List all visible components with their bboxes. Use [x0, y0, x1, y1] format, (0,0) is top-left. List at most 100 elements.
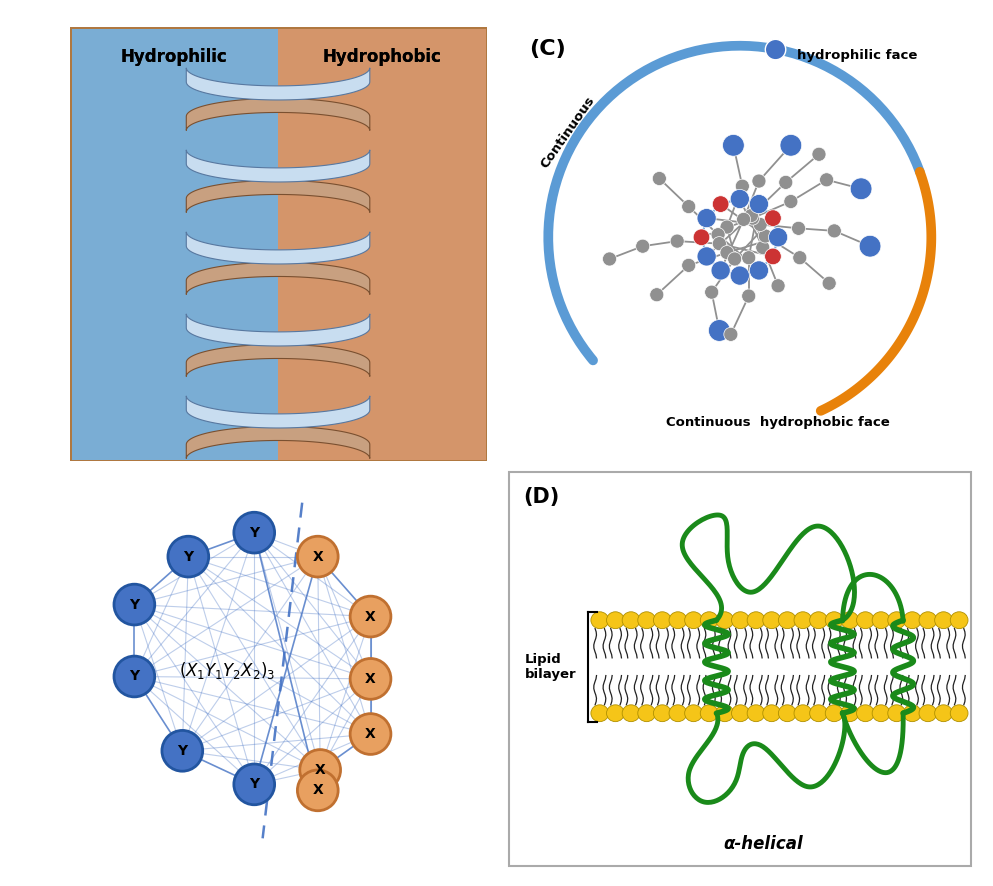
Circle shape — [794, 612, 811, 629]
Polygon shape — [187, 314, 369, 346]
Circle shape — [711, 228, 725, 242]
Circle shape — [684, 705, 702, 721]
Circle shape — [351, 713, 391, 754]
Circle shape — [351, 596, 391, 637]
Circle shape — [724, 327, 738, 341]
Circle shape — [827, 224, 841, 238]
Polygon shape — [187, 68, 369, 100]
Circle shape — [351, 658, 391, 699]
Circle shape — [638, 612, 655, 629]
Circle shape — [623, 705, 639, 721]
Circle shape — [636, 239, 649, 253]
Polygon shape — [187, 98, 369, 130]
Circle shape — [114, 584, 155, 625]
Polygon shape — [187, 232, 369, 264]
Circle shape — [766, 39, 785, 59]
Circle shape — [623, 612, 639, 629]
Circle shape — [792, 251, 807, 265]
Circle shape — [822, 276, 836, 291]
Circle shape — [904, 612, 922, 629]
Circle shape — [754, 217, 768, 231]
Circle shape — [841, 705, 859, 721]
Circle shape — [780, 135, 801, 156]
Circle shape — [697, 208, 716, 228]
Circle shape — [791, 222, 805, 236]
Circle shape — [730, 266, 750, 285]
Text: Lipid
bilayer: Lipid bilayer — [525, 653, 577, 680]
Text: Y: Y — [178, 744, 188, 758]
Circle shape — [607, 705, 625, 721]
Circle shape — [669, 705, 687, 721]
Circle shape — [765, 248, 781, 265]
Circle shape — [670, 234, 684, 248]
Circle shape — [742, 289, 756, 303]
Bar — [70, 27, 278, 461]
Circle shape — [720, 220, 734, 234]
Circle shape — [681, 259, 696, 272]
Circle shape — [750, 260, 769, 280]
Circle shape — [765, 210, 781, 227]
Circle shape — [603, 252, 617, 266]
Circle shape — [737, 213, 751, 227]
Circle shape — [809, 612, 827, 629]
Circle shape — [857, 705, 874, 721]
Text: Hydrophobic: Hydrophobic — [323, 49, 442, 66]
Circle shape — [763, 705, 780, 721]
Circle shape — [716, 612, 734, 629]
Circle shape — [763, 612, 780, 629]
Circle shape — [812, 147, 826, 161]
Circle shape — [809, 705, 827, 721]
Circle shape — [234, 764, 275, 804]
Circle shape — [735, 179, 750, 193]
Text: Y: Y — [129, 670, 139, 683]
Circle shape — [746, 211, 760, 225]
Text: Continuous: Continuous — [538, 94, 597, 171]
Circle shape — [712, 237, 726, 251]
Circle shape — [794, 705, 811, 721]
Circle shape — [732, 612, 750, 629]
Text: α-helical: α-helical — [723, 835, 803, 853]
Circle shape — [888, 705, 906, 721]
Circle shape — [747, 612, 765, 629]
Circle shape — [700, 612, 718, 629]
Circle shape — [653, 612, 671, 629]
Circle shape — [950, 612, 968, 629]
Text: hydrophilic face: hydrophilic face — [797, 50, 918, 62]
Circle shape — [705, 285, 719, 299]
Text: X: X — [315, 763, 326, 777]
Circle shape — [162, 730, 203, 771]
Circle shape — [859, 236, 881, 257]
Text: X: X — [365, 727, 376, 741]
Circle shape — [720, 245, 734, 260]
Circle shape — [693, 229, 710, 245]
Circle shape — [669, 612, 687, 629]
Circle shape — [652, 172, 666, 185]
Polygon shape — [187, 396, 369, 428]
Circle shape — [872, 705, 890, 721]
Circle shape — [700, 705, 718, 721]
Circle shape — [681, 199, 696, 214]
Circle shape — [591, 612, 609, 629]
Text: X: X — [365, 610, 376, 624]
Circle shape — [783, 195, 798, 208]
Circle shape — [712, 196, 729, 213]
Circle shape — [728, 252, 742, 266]
Circle shape — [934, 705, 952, 721]
Circle shape — [716, 705, 734, 721]
Circle shape — [857, 612, 874, 629]
Circle shape — [723, 135, 745, 156]
Circle shape — [825, 612, 843, 629]
Circle shape — [747, 705, 765, 721]
Circle shape — [779, 612, 796, 629]
Circle shape — [769, 228, 787, 247]
Text: X: X — [313, 549, 323, 563]
Circle shape — [779, 705, 796, 721]
Circle shape — [752, 174, 766, 188]
Circle shape — [750, 195, 769, 214]
Circle shape — [114, 657, 155, 697]
Polygon shape — [187, 478, 369, 510]
Circle shape — [607, 612, 625, 629]
Circle shape — [825, 705, 843, 721]
Circle shape — [732, 705, 750, 721]
Text: Hydrophobic: Hydrophobic — [323, 49, 442, 66]
